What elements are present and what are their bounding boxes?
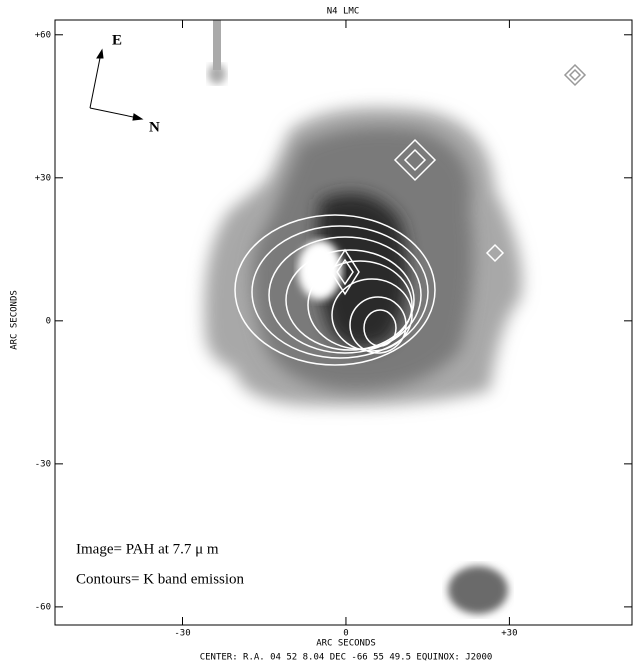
footer: CENTER: R.A. 04 52 8.04 DEC -66 55 49.5 … <box>200 653 493 663</box>
chart-title: N4 LMC <box>327 7 360 17</box>
x-tick-label: +30 <box>501 629 517 639</box>
y-tick-label: +60 <box>35 30 51 40</box>
compass <box>90 50 142 120</box>
y-tick-label: +30 <box>35 173 51 183</box>
y-tick-label: -30 <box>35 459 51 469</box>
pah-image <box>204 20 522 614</box>
y-tick-label: -60 <box>35 602 51 612</box>
x-axis-label: ARC SECONDS <box>316 639 376 649</box>
x-tick-label: 0 <box>343 629 348 639</box>
annotation: N <box>149 119 160 135</box>
y-tick-label: 0 <box>46 316 51 326</box>
chart: E N Image= PAH at 7.7 μ m Contours= K ba… <box>0 0 637 670</box>
x-tick-label: -30 <box>174 629 190 639</box>
annotation: E <box>112 32 122 48</box>
annotation: Image= PAH at 7.7 μ m <box>76 541 219 557</box>
y-axis-label: ARC SECONDS <box>10 290 20 350</box>
page: E N Image= PAH at 7.7 μ m Contours= K ba… <box>0 0 637 670</box>
annotation: Contours= K band emission <box>76 571 245 587</box>
